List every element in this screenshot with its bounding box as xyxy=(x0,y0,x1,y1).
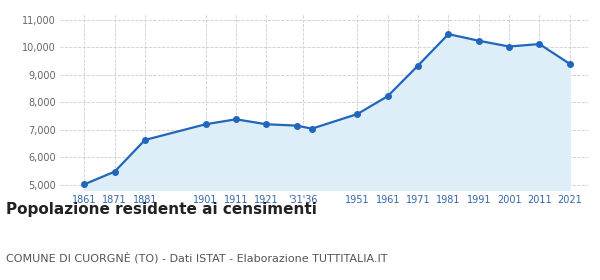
Point xyxy=(307,127,317,131)
Point xyxy=(201,122,211,127)
Point xyxy=(383,94,392,98)
Point xyxy=(79,182,89,186)
Text: Popolazione residente ai censimenti: Popolazione residente ai censimenti xyxy=(6,202,317,217)
Point xyxy=(292,123,301,128)
Point xyxy=(505,44,514,49)
Text: COMUNE DI CUORGNÈ (TO) - Dati ISTAT - Elaborazione TUTTITALIA.IT: COMUNE DI CUORGNÈ (TO) - Dati ISTAT - El… xyxy=(6,252,388,263)
Point xyxy=(565,62,575,66)
Point xyxy=(140,138,150,142)
Point xyxy=(231,117,241,122)
Point xyxy=(443,32,453,36)
Point xyxy=(474,38,484,43)
Point xyxy=(353,112,362,116)
Point xyxy=(535,42,544,46)
Point xyxy=(110,169,119,174)
Point xyxy=(262,122,271,127)
Point xyxy=(413,63,423,68)
